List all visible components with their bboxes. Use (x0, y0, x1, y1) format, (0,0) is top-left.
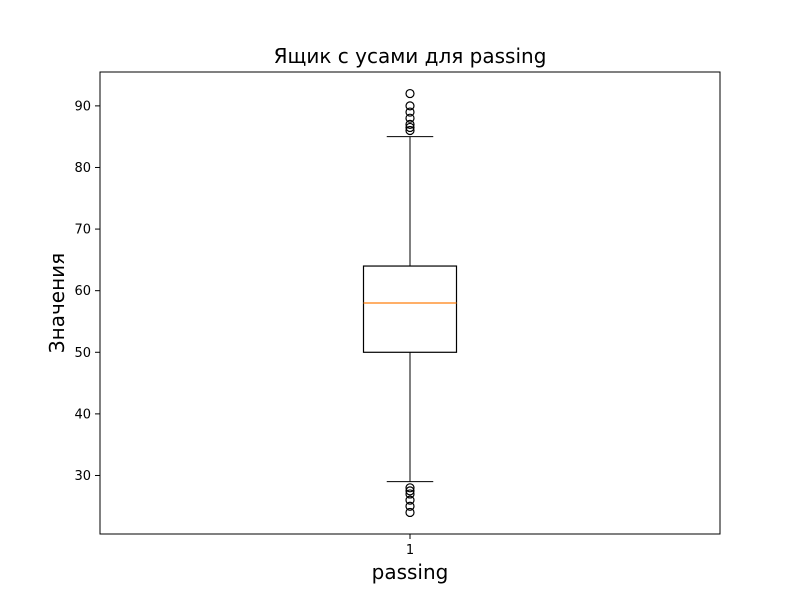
y-tick-label: 50 (74, 346, 91, 361)
y-tick-label: 80 (74, 161, 91, 176)
chart-title: Ящик с усами для passing (274, 44, 547, 68)
outlier-point (405, 489, 415, 499)
outlier-point (405, 125, 415, 136)
y-axis-label: Значения (45, 253, 69, 353)
y-tick-label: 30 (74, 469, 91, 484)
y-tick-label: 60 (74, 284, 91, 299)
outlier-point (405, 486, 415, 496)
outlier-point (405, 119, 415, 129)
outlier-point (405, 107, 415, 117)
outlier-point (405, 501, 415, 511)
x-axis-label: passing (372, 560, 449, 584)
outlier-point (405, 113, 415, 123)
y-tick-label: 90 (74, 99, 91, 114)
y-tick-label: 70 (74, 223, 91, 238)
outlier-point (405, 101, 415, 111)
box-iqr (362, 265, 458, 353)
outlier-point (405, 122, 415, 133)
outlier-point (405, 88, 415, 99)
x-tick-label: 1 (406, 543, 414, 558)
outlier-point (405, 483, 415, 493)
outlier-point (405, 507, 415, 518)
outlier-point (405, 495, 415, 505)
plot-area: 30 40 50 60 70 80 90 1 (74, 71, 721, 558)
y-tick-label: 40 (74, 407, 91, 422)
